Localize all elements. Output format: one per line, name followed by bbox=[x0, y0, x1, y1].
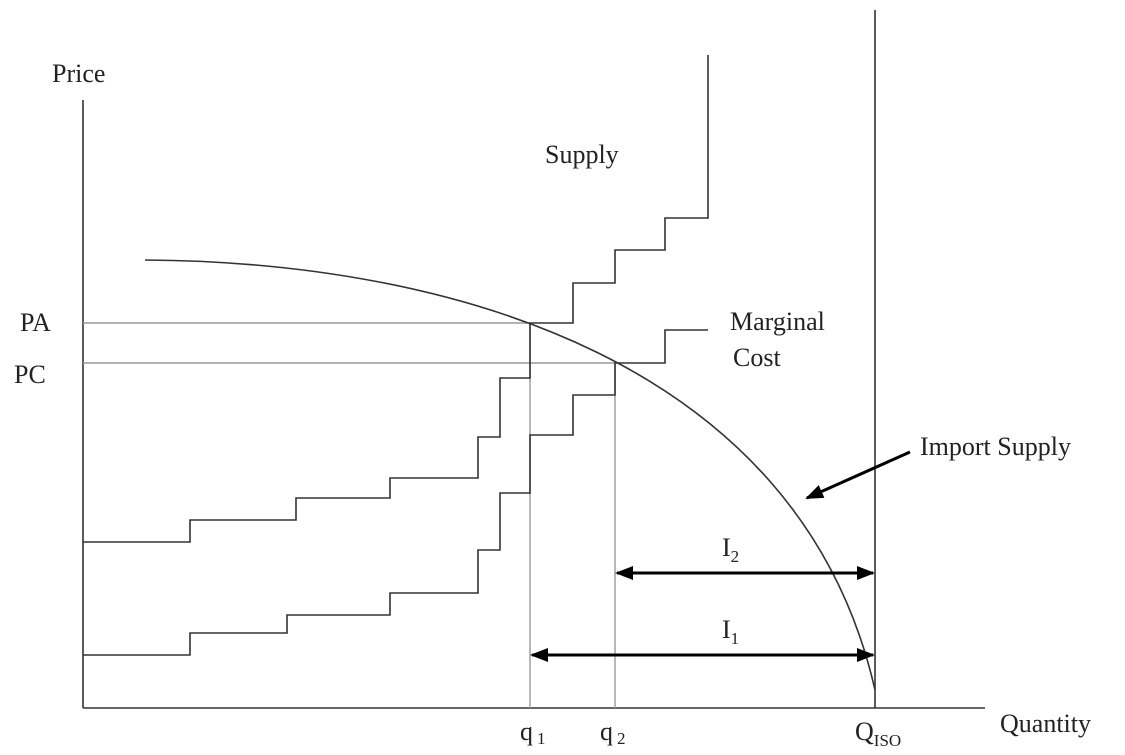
import-label-sub: 1 bbox=[731, 629, 740, 648]
import-label: I2 bbox=[722, 533, 739, 566]
import-label-base: I bbox=[722, 615, 731, 644]
import-label-base: I bbox=[722, 533, 731, 562]
x-axis-label: Quantity bbox=[1000, 709, 1091, 738]
supply-label: Supply bbox=[545, 140, 619, 169]
supply-curve bbox=[83, 55, 709, 543]
price-label: PA bbox=[20, 308, 51, 337]
import-label-sub: 2 bbox=[731, 547, 740, 566]
marginal-cost-label: Cost bbox=[733, 343, 781, 372]
import-supply-pointer bbox=[805, 450, 911, 500]
quantity-label-base: q bbox=[520, 717, 533, 746]
quantity-label-sub: 1 bbox=[537, 729, 546, 748]
price-label: PC bbox=[14, 360, 46, 389]
import-supply-label: Import Supply bbox=[920, 432, 1071, 461]
quantity-label-sub: ISO bbox=[874, 731, 901, 750]
import-label: I1 bbox=[722, 615, 739, 648]
marginal-cost-curve bbox=[83, 329, 708, 656]
quantity-label: QISO bbox=[855, 717, 901, 750]
import-supply-curve bbox=[144, 259, 876, 691]
quantity-label-base: Q bbox=[855, 717, 874, 746]
quantity-label-sub: 2 bbox=[617, 729, 626, 748]
quantity-label-base: q bbox=[600, 717, 613, 746]
y-axis-label: Price bbox=[52, 59, 105, 88]
marginal-cost-label: Marginal bbox=[730, 307, 825, 336]
